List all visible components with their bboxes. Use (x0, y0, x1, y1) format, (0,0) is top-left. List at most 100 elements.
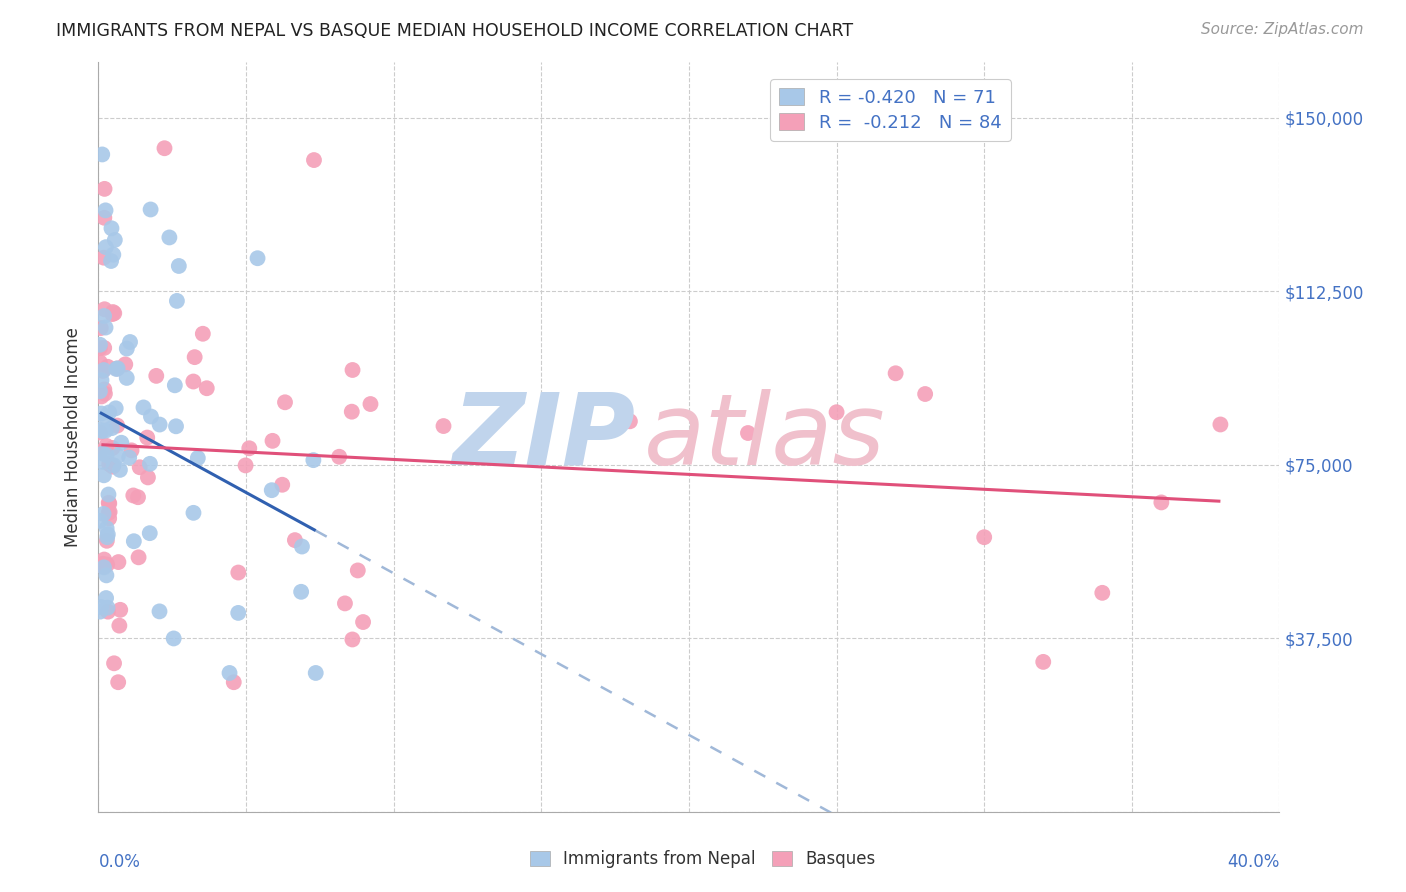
Point (128, 460, 150, 475)
Point (101, 307, 124, 321)
Point (1091, 586, 1114, 600)
Point (105, 362, 128, 376)
Point (187, 451, 209, 466)
Point (1150, 495, 1173, 509)
Point (90, 407, 112, 421)
Point (271, 477, 294, 491)
Point (94, 591, 117, 605)
Point (101, 421, 124, 435)
Point (153, 141, 176, 155)
Point (93, 468, 115, 483)
Point (89, 384, 111, 399)
Point (91, 446, 114, 460)
Point (89, 425, 111, 440)
Point (93, 363, 115, 377)
Point (110, 603, 132, 617)
Point (97, 527, 120, 541)
Point (93, 507, 115, 521)
Point (132, 401, 155, 415)
Point (115, 371, 138, 385)
Point (218, 665, 240, 680)
Text: IMMIGRANTS FROM NEPAL VS BASQUE MEDIAN HOUSEHOLD INCOME CORRELATION CHART: IMMIGRANTS FROM NEPAL VS BASQUE MEDIAN H… (56, 22, 853, 40)
Point (94, 203, 117, 218)
Point (226, 606, 249, 620)
Point (89, 605, 111, 619)
Point (93, 559, 115, 574)
Point (183, 375, 205, 389)
Point (100, 221, 122, 235)
Point (284, 533, 307, 548)
Point (246, 251, 269, 265)
Point (108, 463, 131, 477)
Point (89, 337, 111, 351)
Point (737, 425, 759, 440)
Point (94, 424, 117, 438)
Point (914, 387, 936, 401)
Point (118, 334, 141, 349)
Point (94, 409, 117, 424)
Point (328, 450, 350, 464)
Point (191, 326, 214, 341)
Point (91, 557, 114, 571)
Point (346, 563, 368, 577)
Point (98, 457, 121, 471)
Point (136, 431, 159, 445)
Point (183, 506, 205, 520)
Point (103, 657, 125, 671)
Point (163, 632, 186, 646)
Point (103, 458, 125, 473)
Point (93, 211, 115, 225)
Point (222, 675, 245, 690)
Point (94, 240, 117, 254)
Point (305, 665, 328, 680)
Point (91, 364, 114, 378)
Point (122, 488, 145, 502)
Point (139, 457, 162, 471)
Point (114, 357, 136, 371)
Point (127, 490, 149, 504)
Point (91, 424, 114, 438)
Point (104, 401, 127, 416)
Point (96, 448, 118, 462)
Point (166, 293, 188, 308)
Point (228, 566, 250, 580)
Point (96, 600, 118, 615)
Point (291, 540, 314, 554)
Point (98, 496, 121, 510)
Point (101, 441, 124, 455)
Point (91, 455, 114, 469)
Point (94, 320, 117, 334)
Point (333, 596, 356, 610)
Point (136, 470, 159, 484)
Point (100, 458, 122, 472)
Point (103, 248, 125, 262)
Point (148, 604, 170, 618)
Point (167, 259, 190, 273)
Point (139, 409, 162, 424)
Point (145, 368, 167, 383)
Point (89, 514, 111, 528)
Point (97, 605, 120, 619)
Point (96, 568, 118, 582)
Point (97, 487, 120, 501)
Legend: R = -0.420   N = 71, R =  -0.212   N = 84: R = -0.420 N = 71, R = -0.212 N = 84 (770, 79, 1011, 141)
Point (122, 534, 145, 549)
Point (89, 423, 111, 437)
Point (97, 359, 120, 374)
Point (89, 341, 111, 355)
Point (128, 550, 150, 565)
Legend: Immigrants from Nepal, Basques: Immigrants from Nepal, Basques (523, 844, 883, 875)
Point (238, 442, 260, 456)
Point (183, 350, 205, 364)
Point (1209, 417, 1232, 432)
Point (90, 321, 112, 335)
Point (107, 555, 129, 569)
Point (89, 355, 111, 369)
Point (98, 511, 121, 525)
Point (91, 147, 114, 161)
Point (262, 434, 284, 448)
Point (90, 389, 112, 403)
Point (98, 405, 121, 419)
Point (101, 459, 124, 474)
Point (105, 361, 128, 376)
